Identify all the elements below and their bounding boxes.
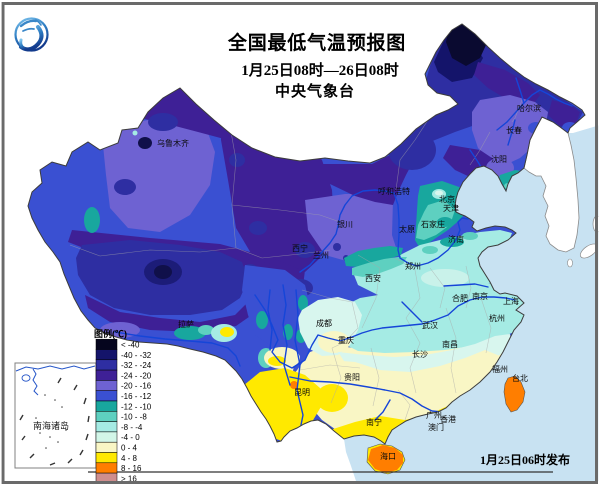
- svg-text:贵阳: 贵阳: [344, 372, 360, 382]
- svg-text:拉萨: 拉萨: [178, 319, 194, 329]
- svg-text:图例(℃): 图例(℃): [94, 328, 127, 339]
- svg-text:-24 - -20: -24 - -20: [121, 371, 152, 380]
- svg-text:沈阳: 沈阳: [491, 154, 507, 164]
- svg-text:南京: 南京: [472, 291, 488, 301]
- svg-text:南海诸岛: 南海诸岛: [33, 420, 69, 431]
- svg-text:> 16: > 16: [121, 474, 137, 483]
- svg-text:太原: 太原: [399, 224, 415, 234]
- svg-text:合肥: 合肥: [452, 293, 468, 303]
- svg-text:北京: 北京: [439, 194, 455, 204]
- svg-text:乌鲁木齐: 乌鲁木齐: [157, 138, 189, 148]
- svg-text:天津: 天津: [443, 203, 459, 213]
- svg-text:全国最低气温预报图: 全国最低气温预报图: [227, 31, 406, 54]
- svg-text:兰州: 兰州: [313, 250, 329, 260]
- svg-text:海口: 海口: [380, 451, 396, 461]
- svg-text:银川: 银川: [337, 219, 353, 229]
- svg-text:郑州: 郑州: [405, 261, 421, 271]
- svg-text:-16 - -12: -16 - -12: [121, 392, 152, 401]
- svg-text:哈尔滨: 哈尔滨: [517, 103, 541, 113]
- svg-text:西宁: 西宁: [292, 243, 308, 253]
- svg-text:-20 - -16: -20 - -16: [121, 382, 152, 391]
- svg-text:重庆: 重庆: [338, 335, 354, 345]
- svg-text:长沙: 长沙: [412, 349, 428, 359]
- svg-text:-12 - -10: -12 - -10: [121, 402, 152, 411]
- svg-text:中央气象台: 中央气象台: [275, 82, 355, 100]
- svg-text:0 - 4: 0 - 4: [121, 444, 138, 453]
- svg-text:济南: 济南: [448, 234, 464, 244]
- svg-text:8 - 16: 8 - 16: [121, 464, 142, 473]
- svg-text:澳门: 澳门: [428, 422, 444, 432]
- svg-text:-10 - -8: -10 - -8: [121, 413, 147, 422]
- svg-text:武汉: 武汉: [422, 320, 438, 330]
- svg-text:-32 - -24: -32 - -24: [121, 361, 152, 370]
- svg-text:杭州: 杭州: [489, 313, 505, 323]
- svg-text:1月25日06时发布: 1月25日06时发布: [480, 452, 570, 467]
- svg-text:福州: 福州: [492, 365, 508, 374]
- svg-text:1月25日08时—26日08时: 1月25日08时—26日08时: [241, 62, 399, 79]
- svg-text:南宁: 南宁: [366, 417, 382, 427]
- svg-text:-4 - 0: -4 - 0: [121, 433, 140, 442]
- svg-text:成都: 成都: [316, 318, 332, 328]
- svg-text:石家庄: 石家庄: [421, 219, 445, 229]
- svg-text:昆明: 昆明: [294, 388, 310, 397]
- svg-text:4 - 8: 4 - 8: [121, 454, 138, 463]
- svg-text:< -40: < -40: [121, 341, 140, 350]
- svg-text:长春: 长春: [506, 125, 522, 135]
- svg-text:-8 - -4: -8 - -4: [121, 423, 143, 432]
- svg-text:广州: 广州: [426, 410, 442, 420]
- svg-text:香港: 香港: [440, 414, 456, 424]
- svg-text:呼和浩特: 呼和浩特: [378, 186, 410, 196]
- svg-text:南昌: 南昌: [442, 339, 458, 349]
- svg-text:西安: 西安: [365, 273, 381, 283]
- svg-text:台北: 台北: [512, 373, 528, 383]
- svg-text:上海: 上海: [503, 296, 519, 306]
- svg-text:-40 - -32: -40 - -32: [121, 351, 152, 360]
